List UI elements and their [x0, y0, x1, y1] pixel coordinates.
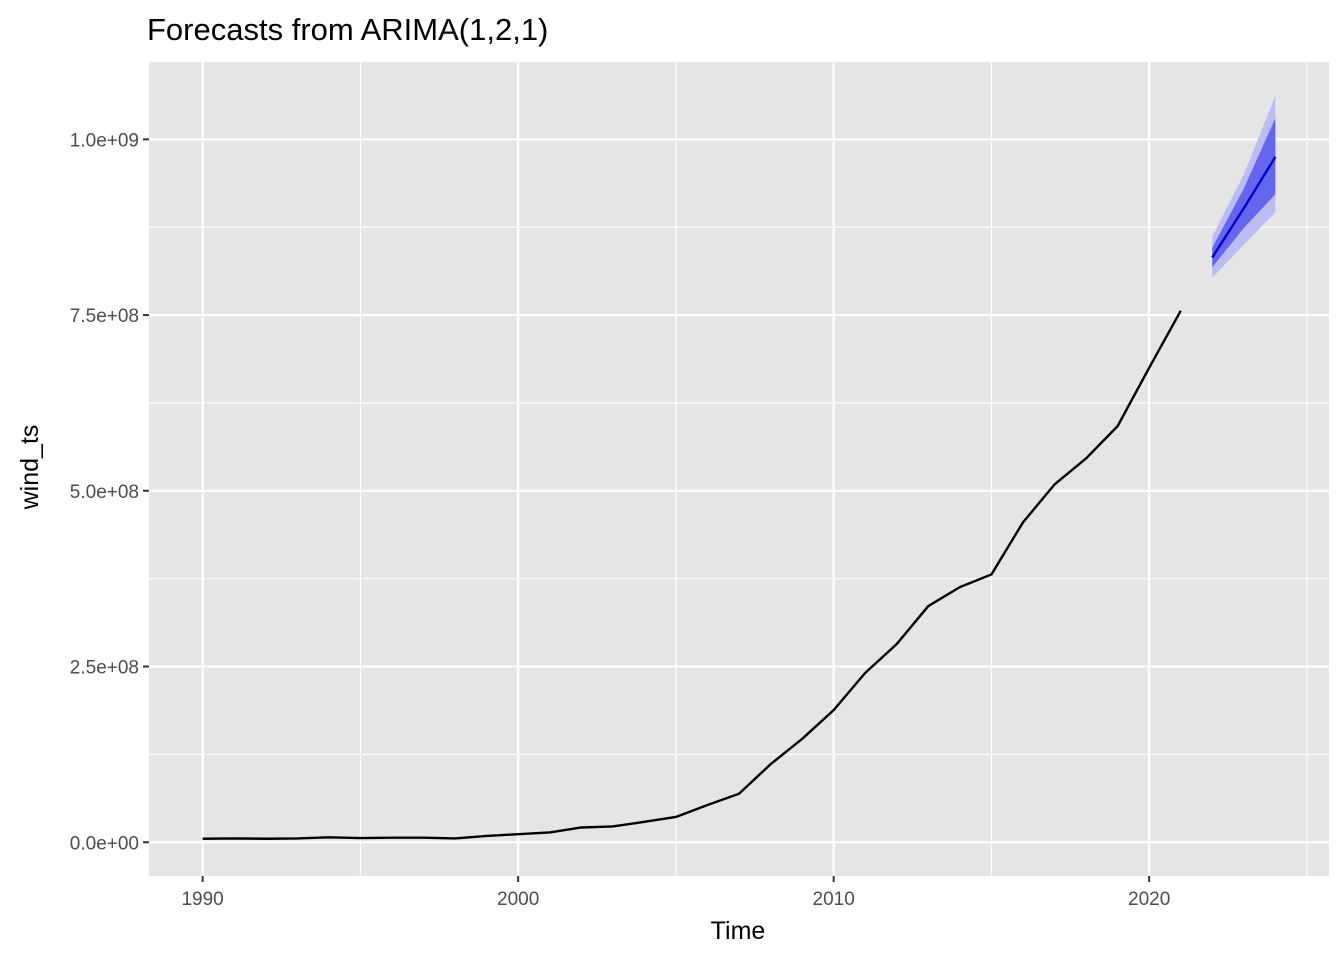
y-axis-title: wind_ts	[16, 425, 44, 511]
x-tick-label: 2020	[1128, 889, 1170, 910]
y-tick-label: 1.0e+09	[70, 130, 139, 151]
y-tick-label: 0.0e+00	[70, 833, 139, 854]
interval-80-band	[1212, 118, 1276, 268]
y-axis-ticks: 0.0e+00 2.5e+08 5.0e+08 7.5e+08 1.0e+09	[70, 130, 149, 854]
x-axis-title: Time	[711, 917, 766, 945]
x-tick-label: 2010	[813, 889, 855, 910]
x-tick-label: 1990	[181, 889, 223, 910]
series-lines	[202, 156, 1277, 840]
y-tick-label: 5.0e+08	[70, 482, 139, 503]
minor-gridlines	[149, 62, 1329, 876]
x-axis-ticks: 1990 2000 2010 2020	[181, 876, 1170, 910]
y-tick-label: 2.5e+08	[70, 658, 139, 679]
observed-series-line	[202, 310, 1182, 840]
forecast-series-line	[1211, 156, 1277, 259]
y-tick-label: 7.5e+08	[70, 306, 139, 327]
major-gridlines	[149, 62, 1329, 876]
x-tick-label: 2000	[497, 889, 539, 910]
chart-title: Forecasts from ARIMA(1,2,1)	[147, 12, 548, 47]
plot-panel	[149, 62, 1329, 876]
